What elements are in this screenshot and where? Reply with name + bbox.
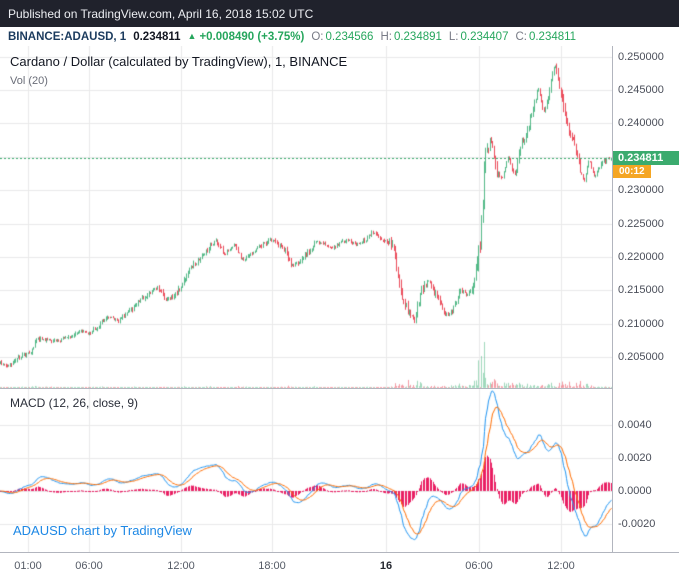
open-value: 0.234566 [325,30,374,43]
high-field: H: 0.234891 [380,31,441,43]
price-change-group: ▲ +0.008490 (+3.75%) [188,31,305,43]
high-label: H: [380,30,392,43]
macd-tick-label: 0.0040 [618,419,652,431]
main-pane-legend: Cardano / Dollar (calculated by TradingV… [10,54,347,87]
time-tick-label: 06:00 [75,560,103,572]
macd-tick-label: -0.0020 [618,518,656,530]
time-tick-label: 01:00 [14,560,42,572]
open-label: O: [311,30,324,43]
price-change: +0.008490 (+3.75%) [199,30,305,43]
pane-divider[interactable] [0,388,679,389]
close-field: C: 0.234811 [515,31,576,43]
macd-indicator-label: MACD (12, 26, close, 9) [10,396,139,410]
time-tick-label: 16 [379,560,393,572]
time-tick-label: 12:00 [547,560,575,572]
countdown-badge: 00:12 [613,165,651,178]
low-field: L: 0.234407 [449,31,509,43]
volume-indicator-label: Vol (20) [10,75,48,87]
close-value: 0.234811 [528,30,577,43]
time-tick-label: 06:00 [465,560,493,572]
chart-title: Cardano / Dollar (calculated by TradingV… [10,54,348,69]
published-bar: Published on TradingView.com, April 16, … [0,0,679,27]
price-tick-label: 0.240000 [618,117,664,129]
macd-tick-label: 0.0020 [618,452,652,464]
chart-area: Cardano / Dollar (calculated by TradingV… [0,46,679,585]
macd-tick-label: 0.0000 [618,485,652,497]
price-tick-label: 0.225000 [618,218,664,230]
price-tick-label: 0.210000 [618,318,664,330]
chart-canvas[interactable] [0,46,612,552]
price-tick-label: 0.250000 [618,51,664,63]
arrow-up-icon: ▲ [187,31,197,41]
price-tick-label: 0.245000 [618,84,664,96]
time-tick-label: 18:00 [258,560,286,572]
time-tick-label: 12:00 [167,560,195,572]
published-text: Published on TradingView.com, April 16, … [8,6,314,21]
price-tick-label: 0.205000 [618,351,664,363]
attribution-link[interactable]: ADAUSD chart by TradingView [13,523,192,538]
last-price-badge: 0.234811 [613,151,679,165]
time-axis[interactable]: 01:00 06:00 12:00 18:00 16 06:00 12:00 [0,552,679,585]
price-tick-label: 0.215000 [618,284,664,296]
high-value: 0.234891 [393,30,442,43]
symbol-last-price: 0.234811 [133,30,181,43]
symbol-info-bar: BINANCE:ADAUSD, 1 0.234811 ▲ +0.008490 (… [0,27,679,46]
close-label: C: [515,30,527,43]
price-tick-label: 0.230000 [618,184,664,196]
price-axis[interactable]: 0.234811 00:12 0.250000 0.245000 0.240000 0… [612,46,679,552]
price-tick-label: 0.220000 [618,251,664,263]
symbol-name: BINANCE:ADAUSD, 1 [8,30,127,43]
open-field: O: 0.234566 [311,31,373,43]
low-label: L: [448,30,459,43]
low-value: 0.234407 [460,30,509,43]
